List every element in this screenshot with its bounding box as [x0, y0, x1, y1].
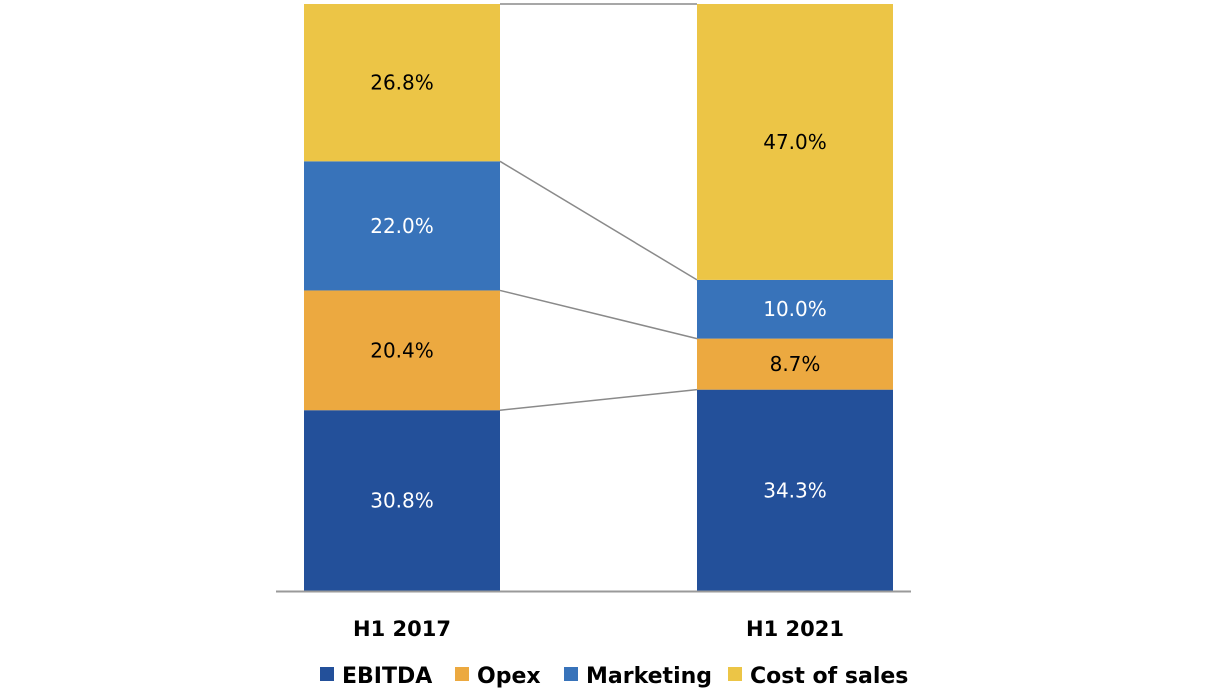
legend-swatch-ebitda [320, 667, 334, 681]
connector-lines [499, 3, 698, 411]
data-label-ebitda-2: 34.3% [763, 478, 827, 502]
data-label-ebitda-1: 30.8% [370, 489, 434, 513]
legend-label-ebitda: EBITDA [342, 664, 432, 689]
legend-label-opex: Opex [477, 664, 541, 689]
bar-ebitda-1 [304, 410, 500, 591]
category-label-1: H1 2017 [353, 617, 451, 641]
category-label-2: H1 2021 [746, 617, 844, 641]
connector-line-marketing [499, 160, 698, 281]
bar-ebitda-2 [697, 389, 893, 591]
connector-line-opex [499, 289, 698, 340]
data-label-opex-2: 8.7% [770, 352, 821, 376]
data-label-marketing-1: 22.0% [370, 214, 434, 238]
bar-opex-2 [697, 338, 893, 390]
legend-label-marketing: Marketing [586, 664, 712, 689]
legend-label-cost-of-sales: Cost of sales [750, 664, 908, 689]
bar-cost-of-sales-1 [304, 4, 500, 162]
data-labels: 30.8% 20.4% 22.0% 26.8% 34.3% 8.7% 10.0% 47.0% [370, 71, 827, 513]
data-label-cost-of-sales-2: 47.0% [763, 130, 827, 154]
bar-opex-1 [304, 290, 500, 411]
connector-line-ebitda [499, 388, 698, 411]
data-label-opex-1: 20.4% [370, 338, 434, 362]
legend-swatch-cost-of-sales [728, 667, 742, 681]
category-labels: H1 2017 H1 2021 [353, 617, 844, 641]
bar-marketing-1 [304, 161, 500, 291]
data-label-marketing-2: 10.0% [763, 297, 827, 321]
bar-cost-of-sales-2 [697, 4, 893, 280]
legend-swatch-marketing [564, 667, 578, 681]
bar-marketing-2 [697, 279, 893, 339]
data-label-cost-of-sales-1: 26.8% [370, 71, 434, 95]
legend: EBITDA Opex Marketing Cost of sales [320, 664, 908, 689]
legend-swatch-opex [455, 667, 469, 681]
bar-segments [304, 4, 893, 591]
